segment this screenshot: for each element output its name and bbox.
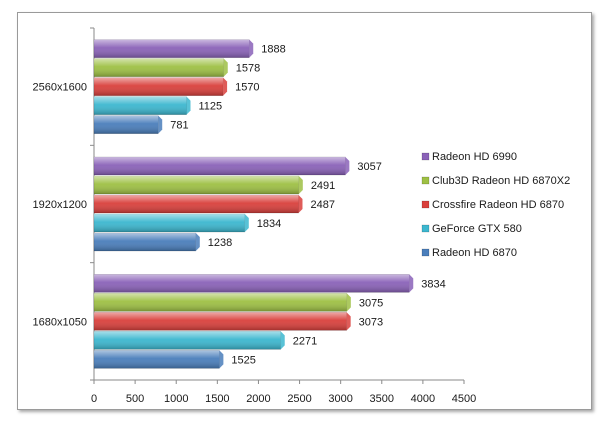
- bar-end-cap: [345, 157, 350, 175]
- bar-end-cap: [158, 115, 163, 134]
- data-label: 781: [170, 120, 188, 132]
- bar-end-cap: [186, 96, 191, 115]
- data-label: 1888: [261, 44, 285, 56]
- legend-swatch: [421, 248, 430, 257]
- x-tick-label: 4500: [452, 393, 476, 405]
- legend-swatch: [421, 200, 430, 209]
- chart-legend: Radeon HD 6990 Club3D Radeon HD 6870X2 Cro…: [421, 151, 570, 259]
- legend-swatch: [421, 176, 430, 185]
- x-tick-label: 3000: [328, 393, 352, 405]
- bar-shading: [94, 293, 347, 312]
- bar-end-cap: [219, 350, 224, 369]
- y-tick-label: 1920x1200: [33, 199, 87, 211]
- legend-label: Crossfire Radeon HD 6870: [432, 199, 564, 211]
- bar-shading: [94, 39, 250, 58]
- legend-label: Radeon HD 6870: [432, 247, 517, 259]
- data-label: 2487: [310, 199, 334, 211]
- x-tick-label: 500: [126, 393, 144, 405]
- x-tick-label: 2000: [246, 393, 270, 405]
- bar-shading: [94, 274, 410, 293]
- bar-shading: [94, 350, 220, 369]
- x-tick-label: 3500: [370, 393, 394, 405]
- bar-end-cap: [223, 77, 228, 96]
- bar-end-cap: [346, 312, 351, 331]
- bar-shading: [94, 96, 187, 115]
- x-tick-label: 2500: [287, 393, 311, 405]
- bar-end-cap: [409, 274, 414, 293]
- x-tick-label: 4000: [411, 393, 435, 405]
- bar-shading: [94, 195, 299, 213]
- data-label: 1570: [235, 82, 259, 94]
- chart-labels: 1525 2271 3073 3075 3834 1238 1834 2487 2491 3057…: [170, 44, 446, 367]
- bar-shading: [94, 331, 281, 350]
- data-label: 3834: [421, 278, 445, 290]
- data-label: 3057: [357, 161, 381, 173]
- legend-swatch: [421, 152, 430, 161]
- data-label: 1125: [199, 101, 223, 113]
- legend-label: Radeon HD 6990: [432, 151, 517, 163]
- bar-shading: [94, 176, 299, 194]
- bar-end-cap: [244, 214, 249, 232]
- bar-end-cap: [298, 176, 303, 194]
- chart-bars: [93, 39, 414, 369]
- legend-label: Club3D Radeon HD 6870X2: [432, 175, 570, 187]
- x-tick-label: 1000: [164, 393, 188, 405]
- bar-end-cap: [223, 58, 228, 77]
- data-label: 1525: [231, 354, 255, 366]
- legend-label: GeForce GTX 580: [432, 223, 522, 235]
- data-label: 1834: [257, 218, 281, 230]
- data-label: 2491: [311, 180, 335, 192]
- bar-shading: [94, 214, 245, 232]
- bar-shading: [94, 115, 159, 134]
- data-label: 2271: [293, 335, 317, 347]
- bar-end-cap: [249, 39, 254, 58]
- bar-end-cap: [298, 195, 303, 213]
- bar-shading: [94, 77, 224, 96]
- x-tick-label: 0: [91, 393, 97, 405]
- data-label: 1578: [236, 63, 260, 75]
- bar-end-cap: [195, 233, 200, 251]
- data-label: 3073: [359, 316, 383, 328]
- bar-end-cap: [280, 331, 285, 350]
- bar-shading: [94, 157, 346, 175]
- x-tick-label: 1500: [205, 393, 229, 405]
- bar-end-cap: [346, 293, 351, 312]
- y-tick-label: 1680x1050: [33, 316, 87, 328]
- bar-shading: [94, 58, 224, 77]
- bar-shading: [94, 233, 196, 251]
- legend-swatch: [421, 224, 430, 233]
- y-tick-label: 2560x1600: [33, 82, 87, 94]
- data-label: 1238: [208, 237, 232, 249]
- bar-shading: [94, 312, 347, 331]
- data-label: 3075: [359, 297, 383, 309]
